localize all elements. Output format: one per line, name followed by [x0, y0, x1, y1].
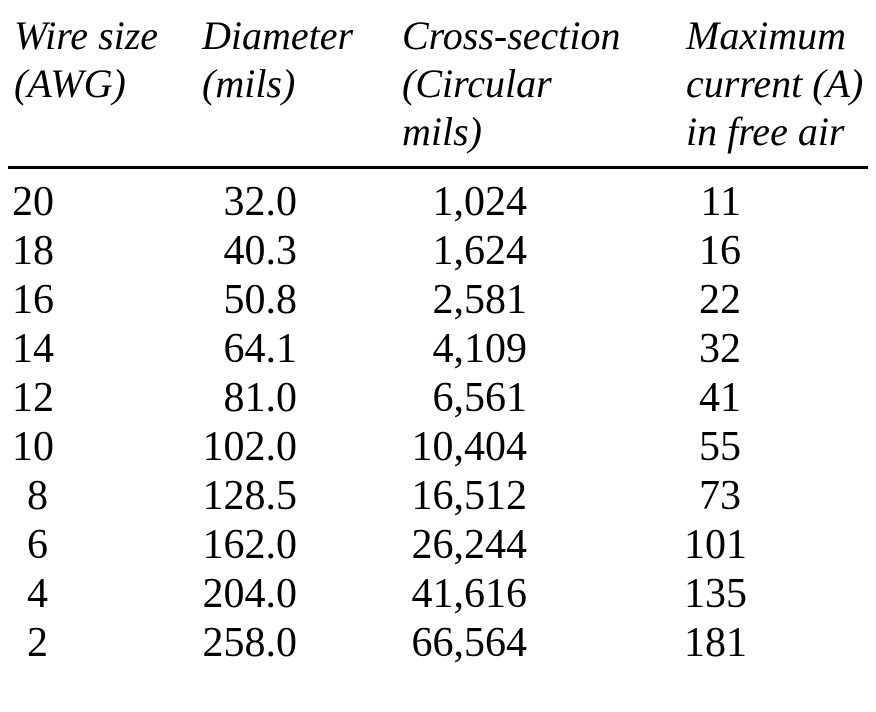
header-line: (mils): [202, 61, 296, 106]
cell-max-current: 101: [684, 522, 747, 568]
column-header-wire-size: Wire size (AWG): [12, 12, 200, 156]
cell-diameter: 204.0: [202, 571, 298, 617]
cell-awg: 4: [27, 571, 48, 617]
cell-awg: 20: [12, 179, 54, 225]
cell-awg: 6: [27, 522, 48, 568]
table-row: 18 40.3 1,624 16: [0, 227, 876, 276]
cell-awg: 12: [12, 375, 54, 421]
table-header-row: Wire size (AWG) Diameter (mils) Cross-se…: [0, 0, 876, 156]
cell-awg: 18: [12, 228, 54, 274]
column-header-max-current: Maximum current (A) in free air: [684, 12, 876, 156]
table-row: 12 81.0 6,561 41: [0, 374, 876, 423]
cell-cross-section: 26,244: [411, 522, 528, 568]
table-row: 10 102.0 10,404 55: [0, 423, 876, 472]
cell-cross-section: 41,616: [411, 571, 528, 617]
cell-diameter: 81.0: [223, 375, 298, 421]
cell-cross-section: 1,624: [432, 228, 528, 274]
cell-cross-section: 4,109: [432, 326, 528, 372]
cell-awg: 8: [27, 473, 48, 519]
cell-diameter: 102.0: [202, 424, 298, 470]
cell-diameter: 32.0: [223, 179, 298, 225]
cell-cross-section: 6,561: [432, 375, 528, 421]
header-line: Cross-section: [402, 13, 621, 58]
header-rule: [8, 166, 868, 169]
cell-max-current: 22: [699, 277, 741, 323]
column-header-cross-section: Cross-section (Circular mils): [400, 12, 684, 156]
header-line: in free air: [686, 109, 845, 154]
cell-awg: 16: [12, 277, 54, 323]
cell-max-current: 32: [699, 326, 741, 372]
cell-awg: 2: [27, 620, 48, 666]
table-row: 16 50.8 2,581 22: [0, 276, 876, 325]
cell-cross-section: 66,564: [411, 620, 528, 666]
table-row: 6 162.0 26,244 101: [0, 521, 876, 570]
cell-max-current: 11: [700, 179, 741, 225]
cell-cross-section: 10,404: [411, 424, 528, 470]
table-row: 2 258.0 66,564 181: [0, 619, 876, 668]
cell-max-current: 41: [699, 375, 741, 421]
cell-cross-section: 1,024: [432, 179, 528, 225]
wire-size-table: Wire size (AWG) Diameter (mils) Cross-se…: [0, 0, 876, 668]
header-line: Wire size: [14, 13, 159, 58]
cell-cross-section: 2,581: [432, 277, 528, 323]
cell-awg: 14: [12, 326, 54, 372]
table-row: 4 204.0 41,616 135: [0, 570, 876, 619]
cell-diameter: 128.5: [202, 473, 298, 519]
header-line: current (A): [686, 61, 864, 106]
cell-diameter: 162.0: [202, 522, 298, 568]
cell-diameter: 64.1: [223, 326, 298, 372]
cell-diameter: 50.8: [223, 277, 298, 323]
header-line: Diameter: [202, 13, 354, 58]
header-line: (Circular: [402, 61, 552, 106]
cell-max-current: 181: [684, 620, 747, 666]
table-row: 8 128.5 16,512 73: [0, 472, 876, 521]
table-body: 20 32.0 1,024 11 18 40.3 1,624 16 16 50.…: [0, 178, 876, 668]
cell-diameter: 258.0: [202, 620, 298, 666]
header-line: Maximum: [686, 13, 846, 58]
table-row: 20 32.0 1,024 11: [0, 178, 876, 227]
cell-awg: 10: [12, 424, 54, 470]
table-row: 14 64.1 4,109 32: [0, 325, 876, 374]
column-header-diameter: Diameter (mils): [200, 12, 400, 156]
cell-max-current: 135: [684, 571, 747, 617]
header-line: (AWG): [14, 61, 126, 106]
cell-cross-section: 16,512: [411, 473, 528, 519]
cell-diameter: 40.3: [223, 228, 298, 274]
cell-max-current: 73: [699, 473, 741, 519]
cell-max-current: 55: [699, 424, 741, 470]
header-line: mils): [402, 109, 482, 154]
cell-max-current: 16: [699, 228, 741, 274]
